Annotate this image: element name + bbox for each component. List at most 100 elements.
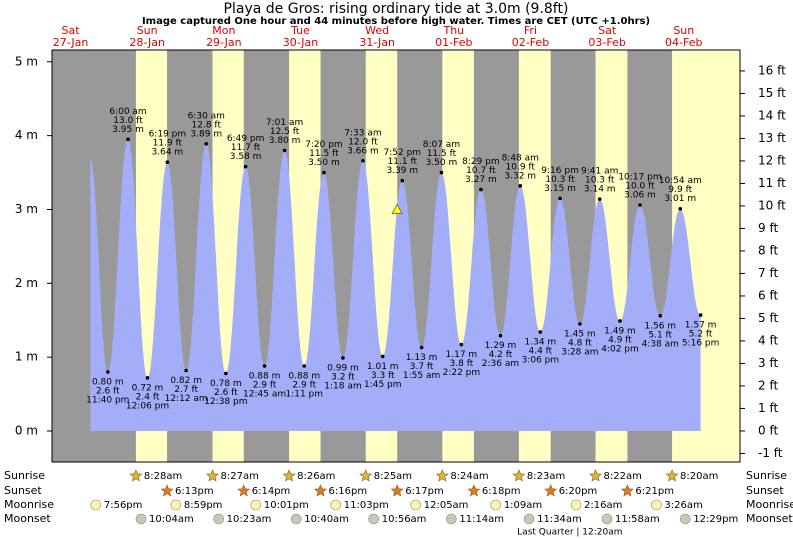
tide-feet-label: 11.5 ft [309, 149, 339, 159]
tide-point [658, 314, 663, 318]
y-tick-label: 1 m [15, 350, 38, 364]
tide-point [518, 184, 523, 188]
moonrise-time: 7:56pm [104, 500, 143, 511]
tide-time-label: 5:16 pm [682, 339, 720, 349]
y2-tick-label: 16 ft [758, 63, 786, 77]
tide-time-label: 10:54 am [659, 176, 702, 186]
tide-meter-label: 3.80 m [269, 136, 301, 146]
tide-meter-label: 3.15 m [544, 184, 576, 194]
moonrise-icon [410, 499, 422, 511]
tide-feet-label: 10.0 ft [625, 182, 655, 192]
tide-time-label: 6:19 pm [149, 130, 187, 140]
tide-point [538, 330, 543, 334]
row-label: Moonrise [4, 498, 54, 511]
tide-meter-label: 3.01 m [664, 194, 696, 204]
sunrise-time: 8:28am [144, 471, 182, 482]
sunrise-time: 8:27am [221, 471, 259, 482]
tide-feet-label: 4.8 ft [568, 338, 592, 348]
tide-feet-label: 11.7 ft [231, 143, 261, 153]
tide-meter-label: 0.99 m [327, 363, 359, 373]
weekday-label: Sat [598, 24, 617, 37]
sunrise-time: 8:22am [604, 471, 642, 482]
tide-meter-label: 3.95 m [112, 125, 144, 135]
tide-feet-label: 11.5 ft [427, 149, 457, 159]
sunrise-time: 8:25am [374, 471, 412, 482]
tide-time-label: 4:38 am [642, 339, 679, 349]
tide-feet-label: 2.7 ft [174, 385, 198, 395]
tide-feet-label: 2.4 ft [136, 392, 160, 402]
sunset-icon [620, 484, 634, 497]
tide-meter-label: 1.17 m [446, 350, 478, 360]
tide-feet-label: 3.7 ft [410, 362, 434, 372]
y2-tick-label: 3 ft [758, 356, 778, 370]
tide-point [341, 356, 345, 360]
tide-area [90, 139, 701, 431]
tide-point [302, 364, 307, 368]
moonrise-time: 8:59pm [184, 500, 223, 511]
row-label: Moonset [746, 512, 793, 525]
moonset-time: 11:58am [615, 514, 660, 525]
row-label: Sunset [4, 484, 42, 497]
weekday-label: Fri [524, 24, 537, 37]
moonrise-time: 1:09am [504, 500, 542, 511]
tide-feet-label: 3.8 ft [450, 359, 474, 369]
moonset-time: 10:23am [227, 514, 272, 525]
y2-tick-label: 14 ft [758, 108, 786, 122]
tide-feet-label: 3.3 ft [371, 371, 395, 381]
tide-time-label: 8:29 pm [462, 157, 500, 167]
y2-tick-label: 12 ft [758, 153, 786, 167]
tide-point [419, 345, 424, 350]
tide-meter-label: 1.49 m [604, 326, 636, 336]
tide-feet-label: 5.1 ft [648, 330, 672, 340]
tide-time-label: 1:55 am [403, 371, 440, 381]
date-label: 29-Jan [206, 36, 242, 49]
tide-meter-label: 3.58 m [230, 152, 262, 162]
tide-point [282, 148, 287, 153]
moonrise-time: 10:01pm [264, 500, 309, 511]
tide-meter-label: 3.89 m [190, 129, 222, 139]
tide-feet-label: 4.9 ft [608, 335, 632, 345]
weekday-label: Sun [137, 24, 158, 37]
tide-feet-label: 3.2 ft [331, 372, 355, 382]
tide-point [262, 364, 267, 368]
tide-time-label: 6:49 pm [227, 134, 265, 144]
tide-point [184, 368, 188, 373]
tide-feet-label: 13.0 ft [113, 116, 143, 126]
y2-tick-label: 9 ft [758, 221, 778, 235]
row-label: Sunset [746, 484, 784, 497]
tide-time-label: 3:28 am [561, 347, 598, 357]
y2-tick-label: 7 ft [758, 266, 778, 280]
tide-meter-label: 3.50 m [308, 158, 340, 168]
tide-time-label: 7:33 am [344, 128, 381, 138]
moonset-time: 12:29pm [693, 514, 738, 525]
plot-frame [51, 49, 741, 463]
tide-time-label: 12:12 am [165, 394, 208, 404]
tide-time-label: 7:01 am [266, 118, 303, 128]
sunset-icon [390, 484, 404, 497]
chart-title: Playa de Gros: rising ordinary tide at 3… [224, 1, 569, 17]
tide-point [678, 206, 683, 211]
y2-tick-label: 0 ft [758, 423, 778, 437]
tide-time-label: 7:52 pm [384, 148, 422, 158]
y2-tick-label: 10 ft [758, 198, 786, 212]
tide-point [597, 197, 602, 201]
tide-meter-label: 1.57 m [685, 321, 717, 331]
moonset-icon [290, 513, 302, 525]
tide-meter-label: 3.32 m [504, 171, 536, 181]
y-tick-label: 3 m [15, 202, 38, 216]
moonset-time: 10:40am [304, 514, 349, 525]
weekday-label: Mon [212, 24, 235, 37]
date-label: 27-Jan [53, 36, 89, 49]
y-tick-label: 0 m [15, 423, 38, 437]
moonrise-icon [570, 499, 582, 511]
moonset-time: 10:04am [149, 514, 194, 525]
sunrise-icon [206, 469, 219, 482]
tide-point [106, 370, 110, 374]
tide-feet-label: 2.9 ft [253, 381, 277, 391]
moonset-time: 11:14am [459, 514, 504, 525]
y-tick-label: 4 m [15, 128, 38, 142]
tide-meter-label: 3.06 m [624, 191, 656, 201]
moonset-time: 11:34am [537, 514, 582, 525]
tide-feet-label: 12.8 ft [192, 120, 222, 130]
